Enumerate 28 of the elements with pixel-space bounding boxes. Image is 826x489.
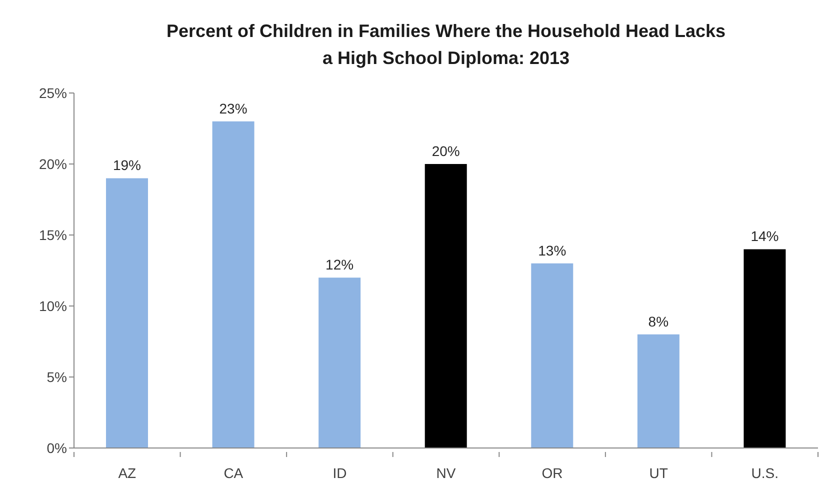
chart-title: Percent of Children in Families Where the Household Head Lacks a High School Diploma: 2013: [165, 20, 727, 70]
y-tick-label: 0%: [46, 440, 67, 456]
x-tick-label: CA: [224, 465, 244, 481]
bar: [424, 164, 467, 448]
y-tick-label: 10%: [38, 298, 67, 314]
data-label: 14%: [750, 228, 779, 244]
bar: [744, 249, 786, 448]
data-label: 12%: [326, 256, 354, 273]
data-label: 23%: [219, 100, 248, 116]
bar: [318, 278, 361, 448]
bar: [531, 263, 574, 448]
data-label: 13%: [538, 242, 566, 258]
data-label: 19%: [112, 157, 142, 174]
bar: [106, 178, 148, 448]
y-tick-label: 20%: [38, 156, 67, 172]
x-tick-label: ID: [332, 465, 347, 481]
x-tick-label: OR: [542, 465, 563, 481]
x-tick-label: NV: [436, 465, 456, 481]
y-tick-label: 15%: [38, 226, 67, 243]
y-tick-label: 25%: [38, 84, 67, 101]
x-tick-label: UT: [649, 465, 668, 481]
data-label: 8%: [648, 313, 669, 330]
x-tick-label: U.S.: [751, 465, 778, 481]
data-label: 20%: [432, 143, 460, 159]
bar: [212, 121, 254, 448]
y-tick-label: 5%: [46, 368, 67, 385]
bar: [637, 334, 680, 448]
x-tick-label: AZ: [118, 465, 137, 481]
